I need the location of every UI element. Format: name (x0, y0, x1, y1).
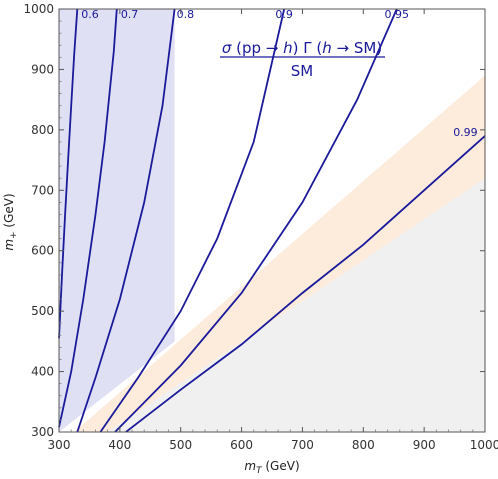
x-tick-label: 600 (230, 438, 253, 452)
x-tick-label: 300 (48, 438, 71, 452)
shaded-regions (59, 9, 485, 432)
x-tick-label: 1000 (470, 438, 498, 452)
x-tick-label: 500 (169, 438, 192, 452)
formula-numerator: σ (pp → h) Γ (h → SM) (222, 39, 382, 57)
contour-line-0.95 (114, 8, 398, 433)
formula-label: σ (pp → h) Γ (h → SM) SM (220, 39, 385, 80)
x-tick-label: 400 (108, 438, 131, 452)
y-tick-label: 800 (31, 123, 54, 137)
plot-frame (58, 8, 486, 433)
y-axis-label: m+ (GeV) (2, 193, 19, 250)
y-tick-label: 700 (31, 183, 54, 197)
x-tick-label: 900 (413, 438, 436, 452)
y-tick-label: 1000 (23, 2, 54, 16)
y-tick-label: 400 (31, 365, 54, 379)
y-tick-label: 300 (31, 425, 54, 439)
contour-label-0.7: 0.7 (121, 8, 139, 21)
contour-labels: 0.6 0.7 0.8 0.9 0.95 0.99 (81, 8, 477, 139)
formula-denominator: SM (291, 62, 313, 80)
orange-band (74, 75, 485, 432)
gray-region (59, 178, 485, 432)
x-axis-label: mT (GeV) (244, 459, 299, 476)
contour-line-0.99 (125, 135, 486, 433)
y-tick-label: 600 (31, 244, 54, 258)
contour-lines (58, 8, 486, 433)
axis-ticks: 300 400 500 600 700 800 900 1000 300 400 500 600 700… (23, 2, 498, 452)
contour-line-0.9 (99, 8, 286, 433)
x-tick-label: 700 (291, 438, 314, 452)
x-tick-label: 800 (352, 438, 375, 452)
excluded-blue-region (59, 9, 175, 432)
contour-line-0.6 (58, 8, 79, 339)
contour-label-0.9: 0.9 (275, 8, 293, 21)
y-tick-label: 900 (31, 62, 54, 76)
contour-label-0.8: 0.8 (177, 8, 195, 21)
contour-label-0.6: 0.6 (81, 8, 99, 21)
contour-line-0.7 (58, 8, 118, 428)
contour-label-0.99: 0.99 (453, 126, 478, 139)
y-tick-label: 500 (31, 304, 54, 318)
contour-label-0.95: 0.95 (385, 8, 410, 21)
contour-line-0.8 (76, 8, 176, 433)
